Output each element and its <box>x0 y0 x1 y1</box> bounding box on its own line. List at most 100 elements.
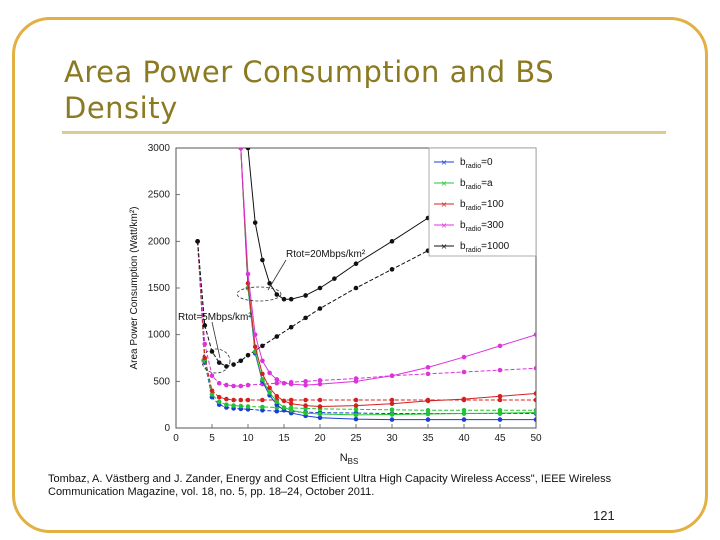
legend-marker: × <box>441 200 448 209</box>
data-point <box>267 370 272 376</box>
data-point <box>216 394 222 400</box>
y-axis: 0 500 1000 1500 2000 2500 3000 <box>148 143 180 434</box>
data-point <box>252 332 258 337</box>
data-point <box>303 397 308 403</box>
data-point <box>281 398 287 404</box>
data-point <box>202 323 208 328</box>
data-point <box>238 397 244 403</box>
data-point <box>425 398 431 404</box>
legend-label: bradio=a <box>460 178 493 191</box>
x-tick-label: 15 <box>278 433 290 444</box>
data-point <box>389 397 395 403</box>
legend-marker: × <box>441 179 448 188</box>
data-point <box>245 397 251 403</box>
legend-marker: × <box>441 221 448 230</box>
data-point <box>274 292 280 297</box>
x-tick-label: 35 <box>422 433 434 444</box>
data-point <box>303 382 308 388</box>
x-tick-label: 5 <box>209 433 215 444</box>
data-point <box>353 379 359 384</box>
data-point <box>231 403 236 408</box>
data-point <box>497 393 503 399</box>
data-point <box>195 239 200 244</box>
data-point <box>260 377 265 382</box>
data-point <box>317 285 323 291</box>
data-point <box>425 371 431 377</box>
y-tick-label: 1000 <box>148 330 171 341</box>
data-point <box>389 412 395 417</box>
citation-line-2: Communication Magazine, vol. 18, no. 5, … <box>48 486 375 498</box>
data-point <box>202 355 208 361</box>
legend-label: bradio=0 <box>460 157 493 170</box>
x-tick-label: 30 <box>386 433 398 444</box>
annotation-ellipse-20mbps <box>236 286 282 302</box>
data-point <box>461 396 467 402</box>
data-point <box>317 415 323 421</box>
annotation-ellipse-5mbps <box>201 348 231 374</box>
data-point <box>216 360 222 365</box>
data-point <box>260 371 265 377</box>
data-point <box>260 407 265 413</box>
annotation-arrow-5mbps <box>211 321 221 359</box>
data-point <box>274 380 280 386</box>
series-line-20Mbps <box>240 148 536 386</box>
series-line-20Mbps <box>240 148 536 416</box>
data-point <box>389 407 395 413</box>
slide-title-line-2: Density <box>64 91 178 125</box>
y-tick-label: 500 <box>153 376 170 387</box>
data-point <box>281 405 287 410</box>
x-axis-label-main: N <box>340 452 348 464</box>
legend-marker: × <box>441 158 448 167</box>
data-point <box>281 380 287 386</box>
data-point <box>353 285 359 291</box>
data-point <box>216 399 222 405</box>
data-point <box>533 397 536 403</box>
data-point <box>209 392 215 397</box>
data-point <box>288 324 294 330</box>
data-point <box>332 276 337 281</box>
data-point <box>238 148 244 151</box>
data-point <box>461 369 467 375</box>
x-tick-label: 25 <box>350 433 362 444</box>
data-point <box>260 397 265 403</box>
data-point <box>288 296 294 302</box>
x-tick-label: 50 <box>530 433 542 444</box>
y-axis-label: Area Power Consumption (Watt/km²) <box>129 206 140 369</box>
x-axis-label: NBS <box>340 452 359 466</box>
slide-title: Area Power Consumption and BS Density <box>64 54 664 126</box>
data-point <box>353 403 359 408</box>
legend: × bradio=0 × bradio=a × bradio=100 × bradio=300… <box>428 147 537 257</box>
annotation-label-20mbps: Rtot=20Mbps/km² <box>286 249 366 260</box>
data-point <box>252 344 258 350</box>
x-tick-label: 20 <box>314 433 326 444</box>
data-point <box>497 343 503 349</box>
data-point <box>288 401 294 407</box>
data-point <box>533 332 536 337</box>
data-point <box>497 417 503 422</box>
data-point <box>389 373 395 379</box>
page-number: 121 <box>593 508 615 523</box>
data-point <box>274 377 280 382</box>
data-point <box>274 334 280 339</box>
data-point <box>353 416 359 422</box>
slide-title-line-1: Area Power Consumption and BS <box>64 55 555 89</box>
series-line-20Mbps <box>240 148 536 408</box>
data-point <box>260 358 265 364</box>
data-point <box>231 362 236 367</box>
x-axis: 0 5 10 15 20 25 30 35 40 45 50 <box>173 424 542 444</box>
data-point <box>260 404 265 410</box>
y-tick-label: 3000 <box>148 143 171 154</box>
data-point <box>281 296 287 302</box>
data-point <box>353 412 359 418</box>
data-point <box>238 358 244 364</box>
data-point <box>224 382 229 388</box>
data-point <box>425 365 431 370</box>
data-point <box>533 410 536 415</box>
data-point <box>425 417 431 422</box>
data-point <box>303 410 308 416</box>
data-point <box>425 407 431 413</box>
citation-caption: Tombaz, A. Västberg and J. Zander, Energ… <box>48 473 668 499</box>
data-point <box>317 411 323 417</box>
data-point <box>303 315 308 321</box>
data-point <box>353 397 359 403</box>
